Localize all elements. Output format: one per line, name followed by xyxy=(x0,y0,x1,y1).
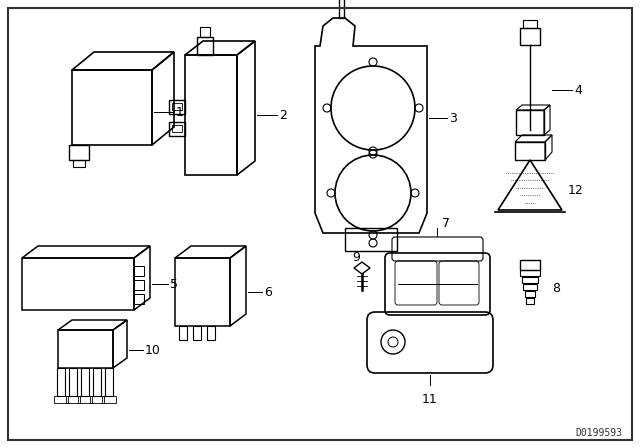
Text: 10: 10 xyxy=(145,344,161,357)
Text: 1: 1 xyxy=(176,105,184,119)
Text: 9: 9 xyxy=(352,250,360,263)
Text: 6: 6 xyxy=(264,285,272,298)
Text: 5: 5 xyxy=(170,277,178,290)
Text: 8: 8 xyxy=(552,281,560,294)
Text: D0199593: D0199593 xyxy=(575,428,622,438)
Text: 11: 11 xyxy=(422,393,438,406)
Text: 12: 12 xyxy=(568,184,584,197)
Text: 2: 2 xyxy=(279,108,287,121)
Text: 7: 7 xyxy=(442,216,450,229)
Text: 3: 3 xyxy=(449,112,457,125)
Text: 4: 4 xyxy=(574,83,582,96)
